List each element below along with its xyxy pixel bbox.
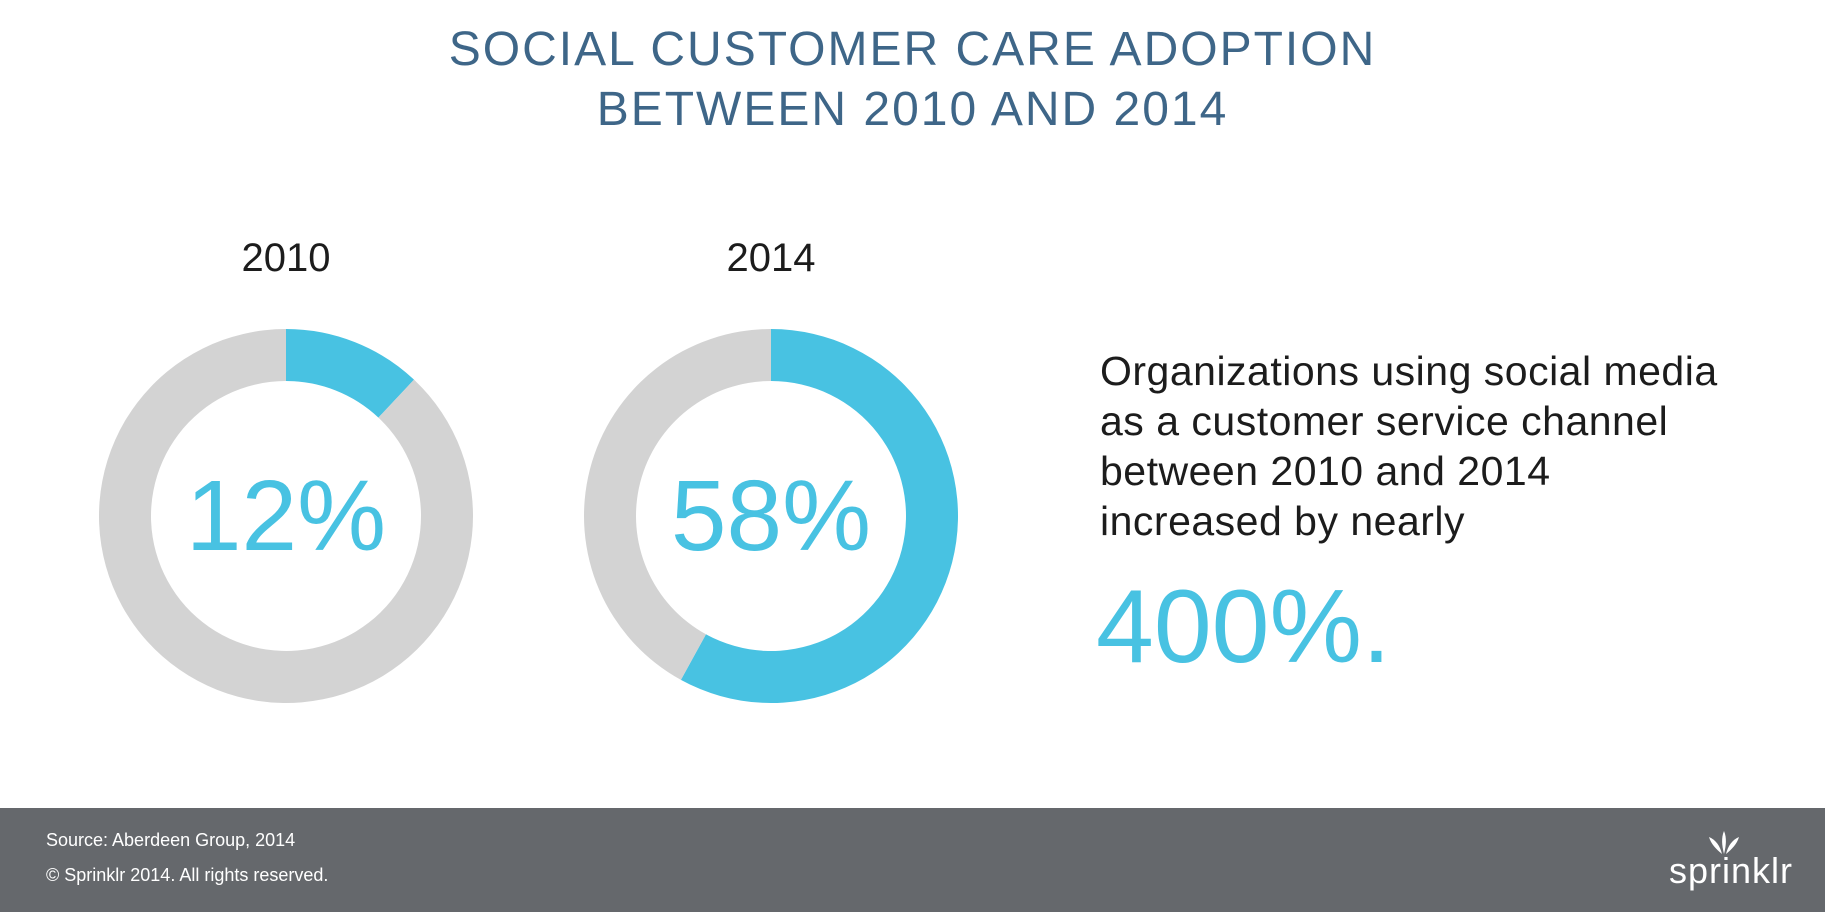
- description-line-2: as a customer service channel: [1100, 398, 1669, 444]
- description-line-4: increased by nearly: [1100, 498, 1466, 544]
- logo-text: sprinklr: [1668, 850, 1793, 891]
- footer: Source: Aberdeen Group, 2014 © Sprinklr …: [0, 808, 1825, 912]
- title-line-2: BETWEEN 2010 AND 2014: [596, 83, 1229, 136]
- donut-2010-title: 2010: [241, 236, 331, 280]
- donut-2010-slice-using: [286, 329, 415, 418]
- donut-2014-slice-using: [680, 329, 958, 703]
- donut-charts: 12% 58%: [99, 329, 958, 703]
- page-title: SOCIAL CUSTOMER CARE ADOPTION BETWEEN 20…: [0, 20, 1825, 140]
- source-text: Source: Aberdeen Group, 2014: [46, 830, 296, 850]
- description-line-3: between 2010 and 2014: [1100, 448, 1551, 494]
- increase-stat: 400%.: [1096, 569, 1391, 685]
- copyright-text: © Sprinklr 2014. All rights reserved.: [46, 865, 329, 885]
- title-line-1: SOCIAL CUSTOMER CARE ADOPTION: [448, 23, 1377, 76]
- donut-2010-center-label: 12%: [186, 460, 386, 572]
- donut-2014-center-label: 58%: [671, 460, 871, 572]
- sprinkle-icon: [1709, 831, 1739, 854]
- sprinklr-logo: sprinklr: [1653, 830, 1793, 894]
- description-text: Organizations using social media as a cu…: [1100, 346, 1800, 546]
- donut-2014-slice-not-using: [584, 329, 771, 680]
- description-line-1: Organizations using social media: [1100, 348, 1718, 394]
- donut-2014-title: 2014: [726, 236, 816, 280]
